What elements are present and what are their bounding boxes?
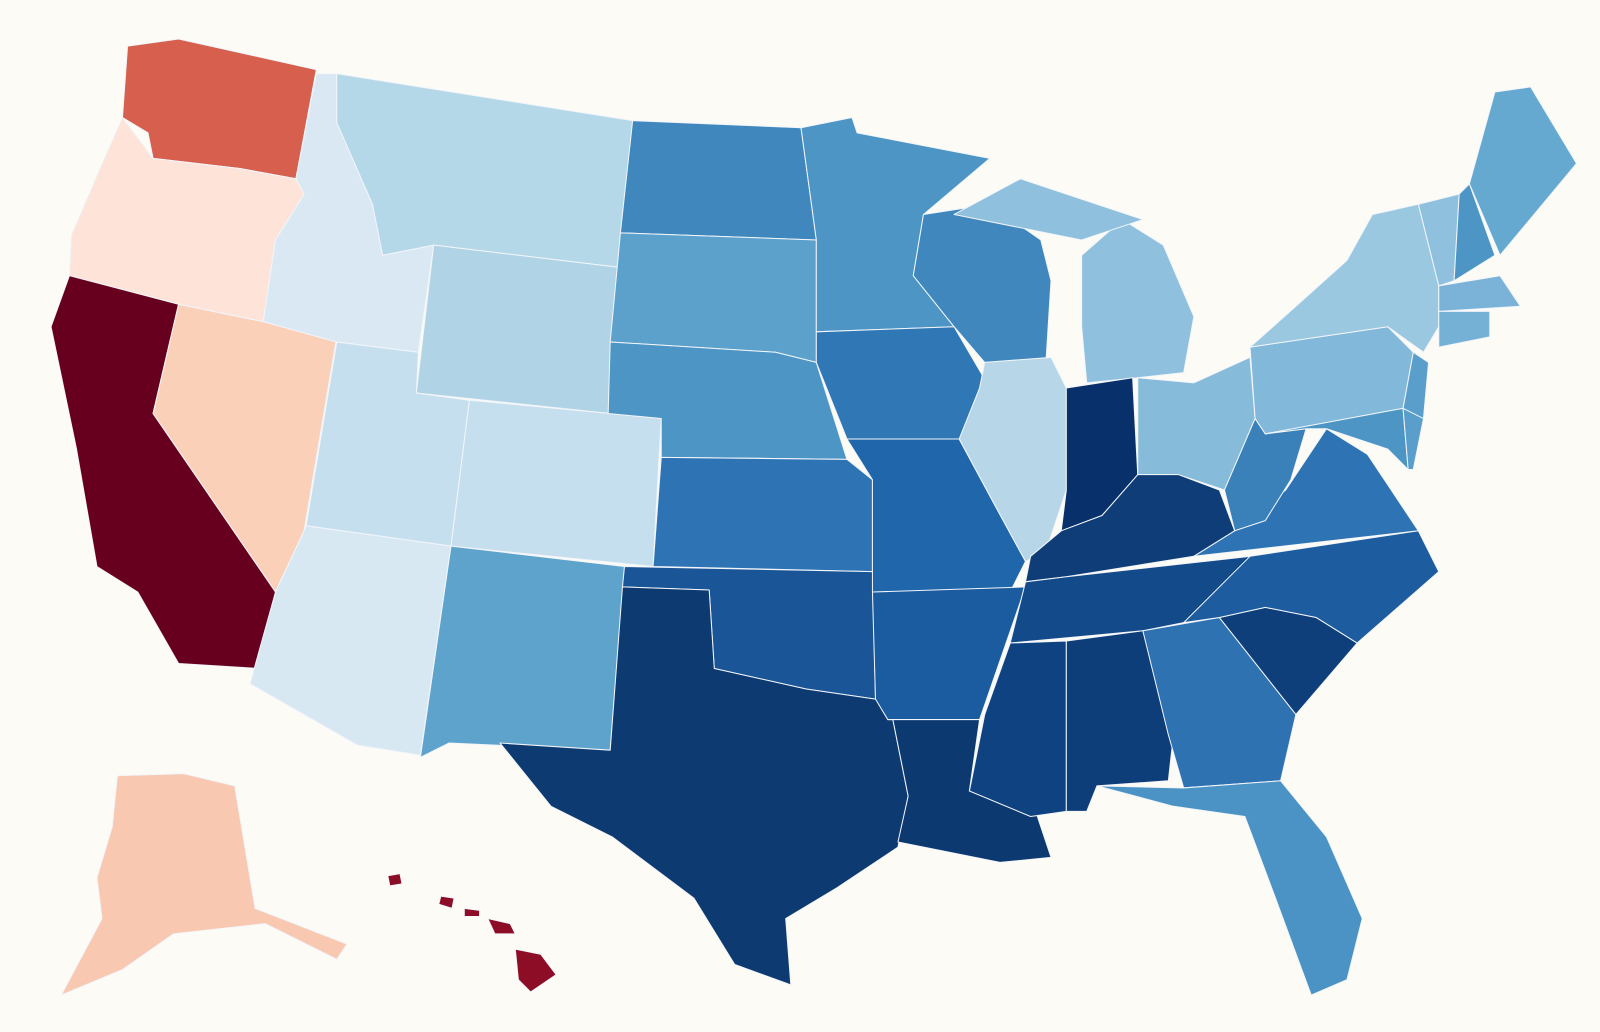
state — [1096, 780, 1363, 996]
state — [609, 232, 817, 363]
state — [487, 918, 516, 935]
state — [415, 244, 621, 414]
state — [419, 545, 625, 758]
state — [499, 586, 909, 986]
state — [438, 895, 455, 909]
state — [1438, 310, 1491, 348]
state — [652, 456, 873, 573]
state — [450, 399, 662, 568]
state — [387, 873, 403, 887]
state — [463, 907, 481, 918]
state — [815, 326, 991, 440]
state — [1183, 530, 1440, 644]
state — [953, 178, 1144, 241]
state — [1453, 183, 1496, 282]
state — [1438, 275, 1521, 312]
state — [1468, 86, 1578, 256]
state — [619, 120, 817, 241]
state — [514, 948, 557, 993]
state — [1402, 407, 1424, 471]
state — [1081, 219, 1195, 384]
state — [60, 773, 348, 996]
